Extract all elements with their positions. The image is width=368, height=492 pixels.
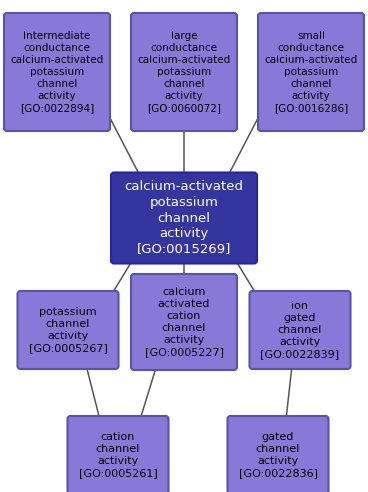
FancyBboxPatch shape [250, 291, 350, 369]
Text: calcium
activated
cation
channel
activity
[GO:0005227]: calcium activated cation channel activit… [145, 287, 223, 357]
FancyBboxPatch shape [18, 291, 118, 369]
Text: gated
channel
activity
[GO:0022836]: gated channel activity [GO:0022836] [238, 432, 318, 478]
Text: small
conductance
calcium-activated
potassium
channel
activity
[GO:0016286]: small conductance calcium-activated pota… [264, 31, 358, 113]
FancyBboxPatch shape [4, 13, 110, 131]
Text: Intermediate
conductance
calcium-activated
potassium
channel
activity
[GO:002289: Intermediate conductance calcium-activat… [10, 31, 104, 113]
FancyBboxPatch shape [131, 13, 237, 131]
Text: potassium
channel
activity
[GO:0005267]: potassium channel activity [GO:0005267] [29, 307, 107, 353]
FancyBboxPatch shape [227, 416, 329, 492]
Text: ion
gated
channel
activity
[GO:0022839]: ion gated channel activity [GO:0022839] [261, 301, 340, 359]
FancyBboxPatch shape [258, 13, 364, 131]
FancyBboxPatch shape [131, 274, 237, 370]
FancyBboxPatch shape [111, 173, 257, 264]
Text: cation
channel
activity
[GO:0005261]: cation channel activity [GO:0005261] [79, 432, 158, 478]
Text: large
conductance
calcium-activated
potassium
channel
activity
[GO:0060072]: large conductance calcium-activated pota… [137, 31, 231, 113]
FancyBboxPatch shape [67, 416, 169, 492]
Text: calcium-activated
potassium
channel
activity
[GO:0015269]: calcium-activated potassium channel acti… [124, 181, 244, 255]
